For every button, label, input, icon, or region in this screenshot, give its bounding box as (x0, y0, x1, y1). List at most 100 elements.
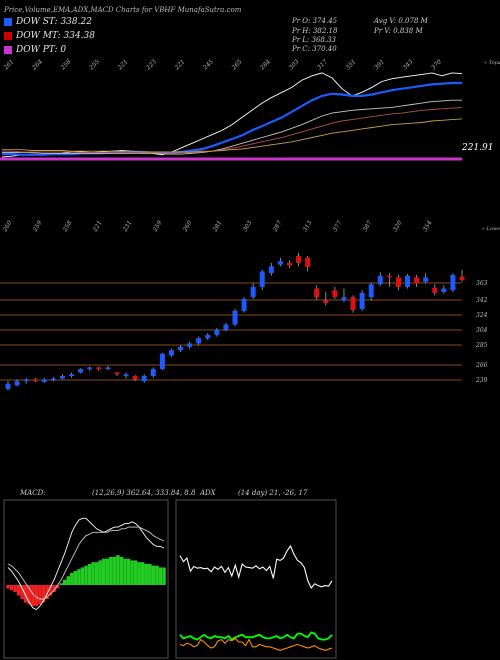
adx-series-line (179, 631, 333, 641)
candle-body (232, 310, 238, 325)
macd-histogram-bar (77, 569, 81, 585)
panel2-top-tick: 287 (271, 219, 283, 233)
price-right-tick: 239 (475, 377, 488, 384)
panel1-top-tick: 317 (316, 58, 329, 71)
macd-histogram-bar (105, 558, 110, 585)
macd-histogram-bar (62, 579, 67, 585)
candle-body (395, 277, 401, 287)
panel1-top-tick: 221 (173, 58, 187, 72)
panel2-top-tick: 354 (422, 219, 434, 233)
panel2-top-tick: 281 (211, 220, 223, 234)
adx-series-line (179, 637, 333, 651)
adx-label: ADX (200, 489, 216, 497)
price-right-tick: 304 (476, 327, 488, 334)
candle-body (423, 277, 429, 282)
macd-histogram-bar (45, 585, 49, 600)
macd-histogram-bar (137, 562, 141, 585)
macd-histogram-bar (116, 555, 120, 585)
candle-body (5, 383, 11, 389)
panel1-top-tick: 258 (59, 58, 73, 72)
macd-histogram-bar (91, 562, 95, 585)
candle-body (69, 374, 75, 376)
macd-line (7, 517, 165, 611)
candle-body (268, 266, 274, 274)
candle-body (386, 275, 392, 278)
legend-swatch-pt (4, 46, 12, 54)
panel2-top-tick: 231 (121, 220, 133, 234)
stat-open: Pr O: 374.45 (292, 17, 338, 25)
macd-histogram-bar (84, 565, 88, 585)
panel1-top-tick: 261 (2, 58, 16, 72)
macd-histogram-bar (98, 560, 102, 585)
adx-params: (14 day) 21, -26, 17 (238, 489, 308, 497)
panel2-top-tick: 221 (91, 220, 103, 234)
panel2-top-tick: 320 (392, 219, 404, 233)
macd-histogram-bar (48, 585, 53, 596)
legend-label-mt: DOW MT: 334.38 (16, 31, 95, 41)
legend-label-pt: DOW PT: 0 (16, 45, 67, 55)
ema-series-line (2, 106, 463, 154)
candle-body (123, 374, 129, 376)
panel2-top-tick: 377 (332, 219, 344, 233)
candle-body (296, 256, 302, 263)
candle-body (178, 346, 184, 351)
candle-body (259, 271, 265, 287)
candle-body (332, 290, 338, 298)
panel1-top-tick: 264 (30, 58, 44, 72)
candle-body (241, 298, 247, 311)
macd-histogram-bar (52, 585, 56, 593)
macd-histogram-bar (130, 560, 134, 585)
macd-label: MACD: (20, 489, 46, 497)
panel2-top-tick: 258 (61, 219, 73, 233)
macd-histogram-bar (55, 585, 60, 589)
candle-body (250, 286, 256, 298)
panel1-right-label: « Topa (484, 60, 500, 66)
panel2-top-tick: 387 (362, 219, 374, 233)
price-right-tick: 342 (476, 297, 488, 304)
candle-body (441, 288, 447, 292)
panel1-top-tick: 265 (230, 58, 244, 72)
macd-histogram-bar (126, 558, 131, 585)
macd-histogram-bar (27, 585, 32, 605)
candle-body (105, 367, 111, 370)
panel1-top-tick: 255 (87, 58, 101, 72)
candle-body (359, 292, 365, 310)
candle-body (59, 376, 65, 379)
candle-body (277, 261, 283, 265)
candle-body (368, 284, 374, 298)
macd-histogram-bar (41, 585, 46, 603)
candle-body (32, 379, 38, 382)
candle-body (214, 329, 220, 335)
macd-histogram-bar (70, 572, 74, 585)
candle-body (432, 287, 438, 293)
candle-body (168, 350, 174, 356)
panel2-top-tick: 303 (242, 219, 254, 233)
reference-level-label: 221.91 (461, 143, 494, 153)
candle-body (150, 369, 156, 376)
panel1-top-tick: 370 (430, 58, 443, 71)
macd-histogram-bar (119, 556, 124, 585)
candle-body (205, 334, 211, 339)
candle-body (50, 378, 56, 381)
legend-label-st: DOW ST: 338.22 (16, 17, 92, 27)
candle-body (41, 379, 47, 382)
macd-line (7, 526, 165, 600)
macd-histogram-bar (20, 585, 24, 600)
candle-body (323, 300, 329, 304)
legend-dow-mt: DOW MT: 334.38 (4, 31, 95, 41)
legend-swatch-mt (4, 32, 12, 40)
candle-body (23, 379, 29, 382)
panel2-right-label: « Lowes (482, 226, 500, 232)
macd-histogram-bar (140, 562, 145, 585)
candle-body (223, 324, 229, 330)
panel1-top-tick: 303 (287, 58, 300, 71)
legend-swatch-st (4, 18, 12, 26)
adx-series-line (179, 544, 333, 590)
candle-body (414, 277, 420, 284)
macd-histogram-bar (94, 562, 99, 585)
panel1-top-tick: 343 (401, 58, 414, 71)
macd-params: (12,26,9) 362.64, 333.84, 8.8 (92, 489, 196, 497)
macd-histogram-bar (87, 563, 92, 585)
stat-high: Pr H: 382.18 (292, 27, 338, 35)
